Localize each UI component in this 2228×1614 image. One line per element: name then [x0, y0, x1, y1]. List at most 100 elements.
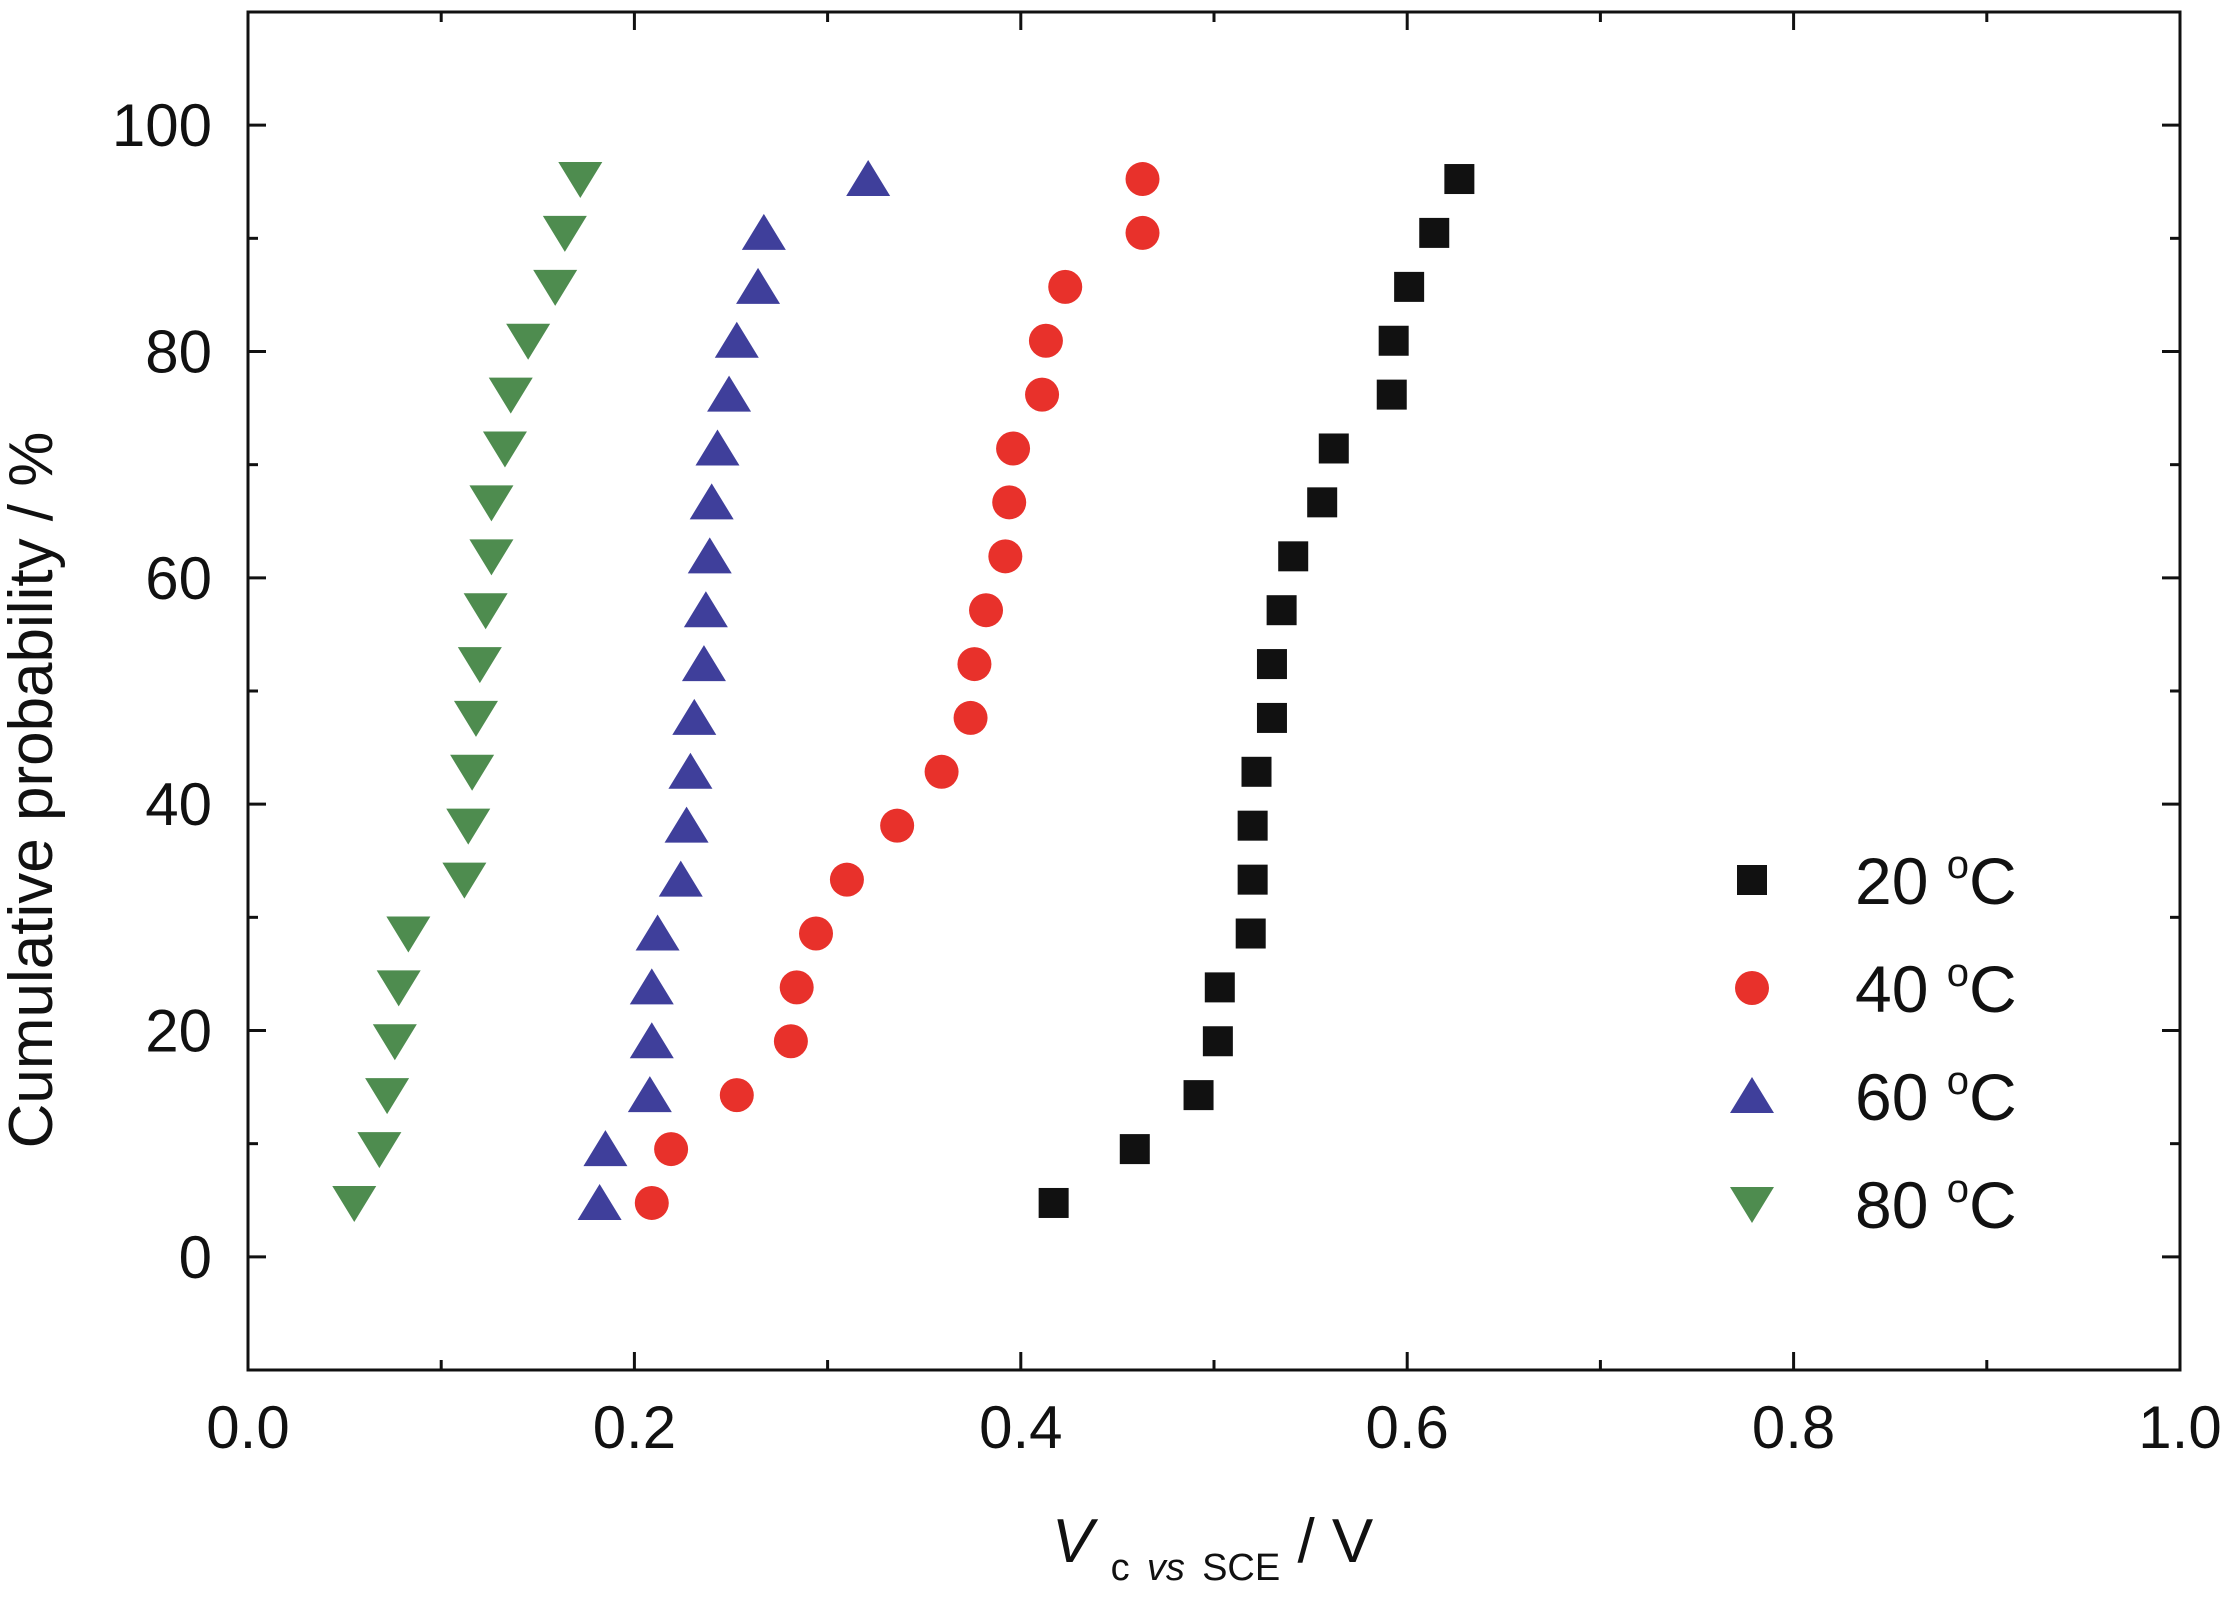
data-point — [658, 860, 703, 897]
data-point — [957, 647, 992, 682]
x-tick-label: 0.4 — [979, 1394, 1062, 1461]
data-point — [469, 539, 514, 576]
legend-label: 60 oC — [1855, 1059, 2017, 1134]
y-tick-label: 0 — [179, 1224, 212, 1291]
legend-label-main: 40 — [1855, 952, 1947, 1026]
x-axis-title-unit: / V — [1297, 1507, 1373, 1576]
data-point — [1394, 271, 1425, 302]
data-point — [1376, 379, 1407, 410]
data-point — [683, 591, 728, 628]
x-tick-label: 0.0 — [206, 1394, 289, 1461]
y-tick-label: 100 — [112, 92, 212, 159]
data-point — [687, 537, 732, 574]
legend-label-superscript: o — [1947, 1167, 1969, 1211]
data-point — [1256, 702, 1287, 733]
legend-marker — [1730, 1187, 1774, 1223]
data-point — [799, 916, 834, 951]
data-point — [629, 1022, 674, 1059]
x-axis-title: V c vs SCE / V — [1052, 1507, 1374, 1594]
data-point — [1183, 1080, 1214, 1111]
data-point — [1256, 649, 1287, 680]
data-point — [1025, 377, 1060, 412]
data-point — [773, 1024, 808, 1059]
y-tick-label: 40 — [145, 771, 212, 838]
data-point — [583, 1130, 628, 1167]
data-point — [1278, 541, 1309, 572]
ticks-layer: 0.0 0.2 0.4 0.6 0.8 1.0 0 20 40 60 80 100 — [112, 10, 2222, 1461]
data-point — [672, 698, 717, 735]
data-point — [1202, 1026, 1233, 1057]
data-point — [627, 1076, 672, 1113]
data-point — [654, 1132, 689, 1167]
legend-marker — [1730, 1077, 1774, 1113]
series-1 — [634, 162, 1160, 1220]
legend-item: 80 oC — [1730, 1167, 2017, 1242]
data-point — [357, 1132, 402, 1169]
legend-label-main: 80 — [1855, 1168, 1947, 1242]
legend-label-superscript: o — [1947, 1059, 1969, 1103]
data-point — [681, 645, 726, 682]
series-0 — [1038, 164, 1475, 1218]
data-point — [969, 593, 1004, 628]
data-point — [1266, 595, 1297, 626]
data-point — [533, 269, 578, 306]
plot-frame-layer — [246, 10, 2182, 1372]
legend-label-tail: C — [1969, 1060, 2017, 1134]
data-point — [996, 431, 1031, 466]
data-point — [924, 754, 959, 789]
legend-label: 40 oC — [1855, 951, 2017, 1026]
x-tick-label: 0.2 — [593, 1394, 676, 1461]
legend-item: 20 oC — [1737, 843, 2017, 918]
data-point — [714, 321, 759, 358]
data-point — [386, 916, 431, 953]
x-axis-title-subscript-c: c — [1111, 1547, 1130, 1589]
x-tick-label: 1.0 — [2138, 1394, 2221, 1461]
series-3 — [332, 162, 603, 1222]
legend-label-tail: C — [1969, 844, 2017, 918]
data-point — [450, 754, 495, 791]
data-point — [1378, 325, 1409, 356]
legend-label-superscript: o — [1947, 843, 1969, 887]
data-point — [992, 485, 1027, 520]
x-axis-title-subscript-vs: vs — [1147, 1547, 1185, 1589]
data-point — [1125, 162, 1160, 197]
data-point — [506, 323, 551, 360]
data-point — [736, 267, 781, 304]
data-point — [1237, 864, 1268, 895]
legend-label-tail: C — [1969, 1168, 2017, 1242]
data-point — [542, 215, 587, 252]
data-point — [707, 375, 752, 412]
data-point — [372, 1024, 417, 1061]
data-point — [635, 914, 680, 951]
data-point — [1235, 918, 1266, 949]
data-point — [719, 1078, 754, 1113]
data-point — [953, 700, 988, 735]
y-tick-label: 60 — [145, 545, 212, 612]
legend-item: 40 oC — [1735, 951, 2017, 1026]
x-axis-title-main: V — [1052, 1507, 1099, 1576]
data-point — [1241, 756, 1272, 787]
data-point — [376, 970, 421, 1007]
data-point — [629, 968, 674, 1005]
plot-frame — [246, 10, 2182, 1372]
data-point — [453, 700, 498, 737]
data-point — [846, 160, 891, 197]
data-point — [463, 593, 508, 630]
data-point — [457, 647, 502, 684]
data-point — [664, 806, 709, 843]
data-point — [488, 377, 533, 414]
data-point — [695, 429, 740, 466]
data-point — [1038, 1187, 1069, 1218]
data-point — [365, 1078, 410, 1115]
data-point — [1318, 433, 1349, 464]
data-point — [442, 862, 487, 899]
data-point — [1307, 487, 1338, 518]
data-point — [829, 862, 864, 897]
data-point — [446, 808, 491, 845]
data-point — [1237, 810, 1268, 841]
series-2 — [577, 160, 891, 1220]
data-point — [558, 162, 603, 199]
